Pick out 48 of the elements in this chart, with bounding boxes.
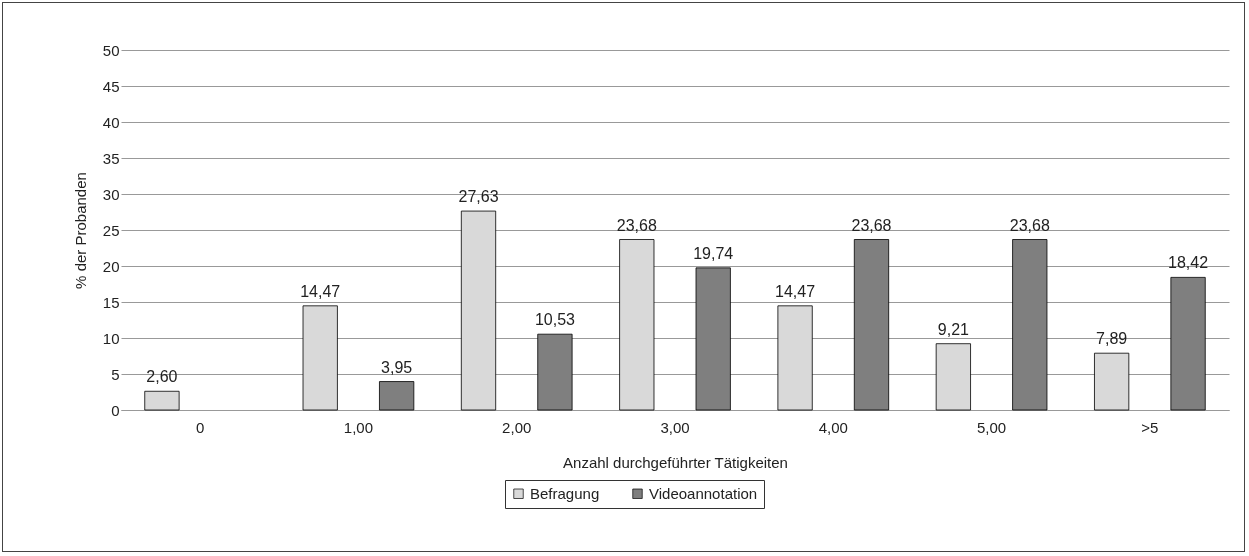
y-tick-label: 40 <box>102 113 120 131</box>
data-label: 14,47 <box>300 282 341 300</box>
y-tick-label: 10 <box>102 329 120 347</box>
data-label: 18,42 <box>1168 254 1209 272</box>
bar <box>537 333 573 411</box>
data-label: 23,68 <box>851 216 892 234</box>
data-label: 2,60 <box>146 368 178 386</box>
bar <box>619 239 655 411</box>
bar <box>302 305 338 411</box>
bar <box>695 267 731 411</box>
legend-label: Befragung <box>530 484 600 502</box>
y-tick-label: 45 <box>102 77 120 95</box>
x-tick-label: 3,00 <box>660 418 690 436</box>
data-label: 10,53 <box>534 311 576 329</box>
bar <box>935 343 971 411</box>
y-tick-label: 30 <box>102 185 120 203</box>
y-tick-label: 35 <box>102 149 120 167</box>
legend-label: Videoannotation <box>649 484 758 502</box>
data-label: 9,21 <box>937 320 970 338</box>
y-axis-title: % der Probanden <box>71 172 89 289</box>
data-label: 14,47 <box>775 282 816 300</box>
y-tick-label: 25 <box>102 221 120 239</box>
x-axis-title: Anzahl durchgeführter Tätigkeiten <box>563 453 788 471</box>
bar <box>1170 276 1206 411</box>
data-label: 23,68 <box>616 216 657 234</box>
data-label: 27,63 <box>458 188 499 206</box>
data-label: 3,95 <box>381 358 413 376</box>
y-tick-label: 20 <box>102 257 120 275</box>
data-label: 23,68 <box>1009 216 1050 234</box>
data-label: 19,74 <box>693 244 734 262</box>
x-tick-label: 2,00 <box>502 418 532 436</box>
x-tick-label: >5 <box>1141 418 1159 436</box>
y-tick-label: 50 <box>102 41 120 59</box>
bar <box>460 210 497 411</box>
x-tick-label: 1,00 <box>343 418 374 436</box>
y-tick-label: 15 <box>102 293 120 311</box>
bar <box>1012 239 1048 411</box>
y-tick-label: 5 <box>111 365 120 383</box>
bar <box>144 390 180 411</box>
y-tick-label: 0 <box>111 401 120 419</box>
x-tick-label: 4,00 <box>818 418 848 436</box>
bar <box>777 305 813 411</box>
bar <box>379 381 415 411</box>
x-tick-label: 5,00 <box>976 418 1007 436</box>
bar <box>1094 352 1130 411</box>
bar <box>853 239 890 411</box>
x-tick-label: 0 <box>195 418 205 436</box>
data-label: 7,89 <box>1096 330 1128 348</box>
